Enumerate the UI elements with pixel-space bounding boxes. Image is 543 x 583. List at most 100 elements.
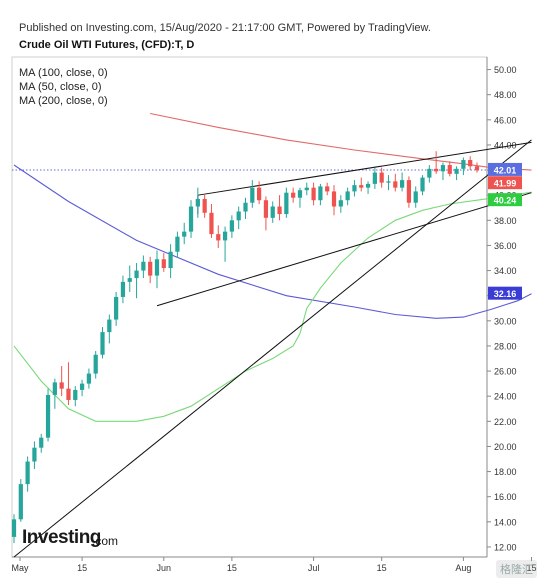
candle-body xyxy=(427,168,432,178)
candle-body xyxy=(120,281,126,297)
x-tick-label: 15 xyxy=(526,563,536,573)
investing-logo: Investing xyxy=(22,527,101,548)
candle-body xyxy=(182,231,187,237)
y-tick-label: 36.00 xyxy=(494,241,517,251)
ma50-legend[interactable]: MA (50, close, 0) xyxy=(19,81,102,93)
price-label-box xyxy=(488,286,522,300)
candle-body xyxy=(338,200,343,207)
price-label-text: 40.24 xyxy=(494,196,517,206)
investing-logo-suffix: .com xyxy=(92,534,119,548)
trendline-long-support xyxy=(13,139,532,558)
candle-body xyxy=(39,437,44,448)
candle-body xyxy=(318,186,323,201)
y-tick-label: 38.00 xyxy=(494,216,517,226)
price-label-box xyxy=(488,193,522,207)
candle-body xyxy=(209,212,214,235)
candle-body xyxy=(161,259,166,269)
x-tick-label: Aug xyxy=(455,563,471,573)
candle-body xyxy=(73,389,78,400)
candle-body xyxy=(304,187,309,191)
candle-body xyxy=(270,206,275,218)
y-tick-label: 48.00 xyxy=(494,90,517,100)
candle-body xyxy=(229,220,234,232)
ma50-line xyxy=(13,191,532,422)
candle-body xyxy=(413,191,418,203)
candle-body xyxy=(372,172,377,184)
candle-body xyxy=(168,251,173,269)
y-tick-label: 50.00 xyxy=(494,65,517,75)
candle-body xyxy=(454,168,459,174)
y-tick-label: 16.00 xyxy=(494,492,517,502)
candle-body xyxy=(216,234,221,241)
trendline-wedge-lower xyxy=(156,192,532,307)
ma200-legend[interactable]: MA (200, close, 0) xyxy=(19,95,108,107)
candle-body xyxy=(154,259,160,276)
candle-body xyxy=(399,180,405,188)
candle-body xyxy=(243,202,248,212)
candle-body xyxy=(447,165,452,174)
candle-body xyxy=(25,461,30,485)
price-label-text: 42.01 xyxy=(494,165,517,175)
candle-body xyxy=(195,198,200,207)
candle-body xyxy=(461,160,466,169)
x-tick-label: 15 xyxy=(227,563,237,573)
candle-body xyxy=(257,187,262,201)
published-line: Published on Investing.com, 15/Aug/2020 … xyxy=(19,22,431,34)
candle-body xyxy=(32,447,37,462)
candle-body xyxy=(325,186,330,192)
candle-body xyxy=(148,261,153,276)
candle-body xyxy=(52,382,57,395)
x-tick-label: Jul xyxy=(308,563,320,573)
candle-body xyxy=(291,192,296,198)
price-label-box xyxy=(488,176,522,190)
candle-body xyxy=(59,382,64,389)
x-tick-label: Jun xyxy=(157,563,172,573)
candle-body xyxy=(86,373,92,384)
candle-body xyxy=(222,231,228,241)
candle-body xyxy=(188,206,194,232)
candle-body xyxy=(66,388,71,400)
candle-body xyxy=(11,519,17,537)
candle-body xyxy=(79,383,85,390)
y-tick-label: 24.00 xyxy=(494,392,517,402)
y-tick-label: 34.00 xyxy=(494,266,517,276)
candle-body xyxy=(474,166,480,171)
candle-body xyxy=(18,484,23,520)
candle-body xyxy=(420,177,425,192)
candle-body xyxy=(100,332,105,355)
y-tick-label: 12.00 xyxy=(494,542,517,552)
candle-body xyxy=(114,296,119,320)
candle-body xyxy=(141,261,146,271)
plot-border xyxy=(11,56,488,558)
candle-body xyxy=(352,185,357,192)
candle-body xyxy=(379,172,384,183)
candle-body xyxy=(236,211,241,221)
ma100-line xyxy=(13,164,532,319)
candle-body xyxy=(406,180,412,203)
candle-body xyxy=(365,183,371,188)
chart-title: Crude Oil WTI Futures, (CFD):T, D xyxy=(19,39,195,51)
candle-body xyxy=(134,270,139,279)
ma200-line xyxy=(150,112,532,171)
trendline-wedge-upper xyxy=(197,141,532,196)
candle-body xyxy=(277,206,282,215)
candle-body xyxy=(468,160,473,167)
price-label-box xyxy=(488,162,522,176)
candle-body xyxy=(284,192,289,215)
candle-body xyxy=(127,278,132,282)
candle-body xyxy=(440,165,446,172)
candle-body xyxy=(93,354,98,374)
candle-body xyxy=(311,187,316,201)
candle-body xyxy=(297,190,303,198)
ma100-legend[interactable]: MA (100, close, 0) xyxy=(19,67,108,79)
x-tick-label: May xyxy=(11,563,29,573)
candle-body xyxy=(107,319,112,333)
candle-body xyxy=(250,187,255,203)
y-tick-label: 22.00 xyxy=(494,417,517,427)
x-tick-label: 15 xyxy=(377,563,387,573)
candle-body xyxy=(331,191,337,207)
y-tick-label: 26.00 xyxy=(494,367,517,377)
candle-body xyxy=(263,200,269,218)
